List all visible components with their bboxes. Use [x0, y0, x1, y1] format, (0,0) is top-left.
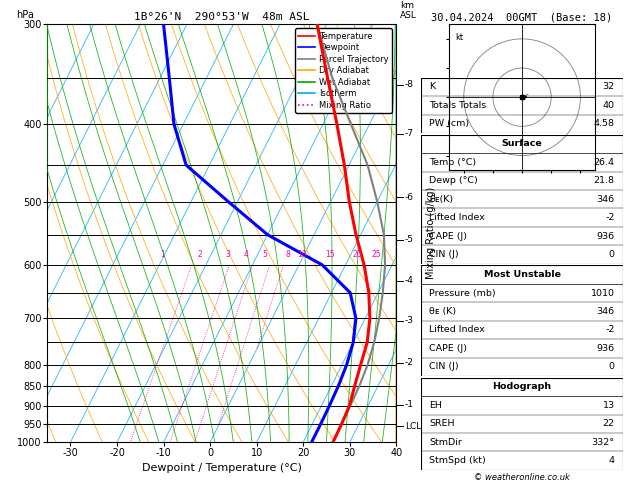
Text: 0: 0 [609, 250, 615, 259]
X-axis label: Dewpoint / Temperature (°C): Dewpoint / Temperature (°C) [142, 463, 302, 473]
Text: -5: -5 [405, 235, 414, 244]
Text: -7: -7 [405, 129, 414, 138]
Text: -2: -2 [605, 326, 615, 334]
Text: 4: 4 [609, 456, 615, 465]
Text: -2: -2 [605, 213, 615, 222]
Text: © weatheronline.co.uk: © weatheronline.co.uk [474, 473, 570, 482]
Text: 346: 346 [596, 195, 615, 204]
Text: 40: 40 [603, 101, 615, 110]
Text: CAPE (J): CAPE (J) [430, 232, 467, 241]
Text: 15: 15 [325, 250, 335, 259]
Text: CAPE (J): CAPE (J) [430, 344, 467, 353]
Text: 2: 2 [197, 250, 202, 259]
Text: 25: 25 [372, 250, 381, 259]
Text: StmSpd (kt): StmSpd (kt) [430, 456, 486, 465]
Legend: Temperature, Dewpoint, Parcel Trajectory, Dry Adiabat, Wet Adiabat, Isotherm, Mi: Temperature, Dewpoint, Parcel Trajectory… [295, 29, 392, 113]
Text: Most Unstable: Most Unstable [484, 270, 560, 279]
Text: 30.04.2024  00GMT  (Base: 18): 30.04.2024 00GMT (Base: 18) [431, 12, 613, 22]
Text: -1: -1 [405, 400, 414, 409]
Text: 4.58: 4.58 [594, 120, 615, 128]
Text: EH: EH [430, 401, 442, 410]
Text: θᴇ (K): θᴇ (K) [430, 307, 457, 316]
Text: 22: 22 [603, 419, 615, 428]
Text: hPa: hPa [16, 10, 33, 20]
Text: -3: -3 [405, 316, 414, 326]
Text: CIN (J): CIN (J) [430, 250, 459, 259]
Text: 936: 936 [596, 344, 615, 353]
Text: LCL: LCL [405, 422, 421, 431]
Text: StmDir: StmDir [430, 438, 462, 447]
Text: 5: 5 [262, 250, 267, 259]
Text: 1010: 1010 [591, 289, 615, 297]
Text: -2: -2 [405, 358, 414, 367]
Text: θᴇ(K): θᴇ(K) [430, 195, 454, 204]
Text: Dewp (°C): Dewp (°C) [430, 176, 478, 185]
Text: -6: -6 [405, 193, 414, 202]
Text: Temp (°C): Temp (°C) [430, 158, 477, 167]
Text: -8: -8 [405, 80, 414, 89]
Text: 32: 32 [603, 83, 615, 91]
Text: 346: 346 [596, 307, 615, 316]
Text: Surface: Surface [502, 139, 542, 148]
Text: 20: 20 [353, 250, 362, 259]
Text: 26.4: 26.4 [594, 158, 615, 167]
Text: 332°: 332° [592, 438, 615, 447]
Text: Hodograph: Hodograph [493, 382, 552, 391]
Text: 13: 13 [603, 401, 615, 410]
Text: 936: 936 [596, 232, 615, 241]
Text: -4: -4 [405, 276, 414, 285]
Text: 1B°26'N  290°53'W  48m ASL: 1B°26'N 290°53'W 48m ASL [134, 12, 309, 22]
Text: Totals Totals: Totals Totals [430, 101, 487, 110]
Text: Mixing Ratio (g/kg): Mixing Ratio (g/kg) [426, 187, 436, 279]
Text: K: K [430, 83, 436, 91]
Text: Pressure (mb): Pressure (mb) [430, 289, 496, 297]
Text: Lifted Index: Lifted Index [430, 326, 486, 334]
Text: 0: 0 [609, 363, 615, 371]
Text: km
ASL: km ASL [400, 0, 416, 20]
Text: 3: 3 [225, 250, 230, 259]
Text: SREH: SREH [430, 419, 455, 428]
Text: 21.8: 21.8 [594, 176, 615, 185]
Text: CIN (J): CIN (J) [430, 363, 459, 371]
Text: 4: 4 [243, 250, 248, 259]
Text: 10: 10 [297, 250, 307, 259]
Text: 8: 8 [286, 250, 291, 259]
Text: 1: 1 [160, 250, 165, 259]
Text: PW (cm): PW (cm) [430, 120, 470, 128]
Text: Lifted Index: Lifted Index [430, 213, 486, 222]
Text: kt: kt [455, 33, 463, 42]
